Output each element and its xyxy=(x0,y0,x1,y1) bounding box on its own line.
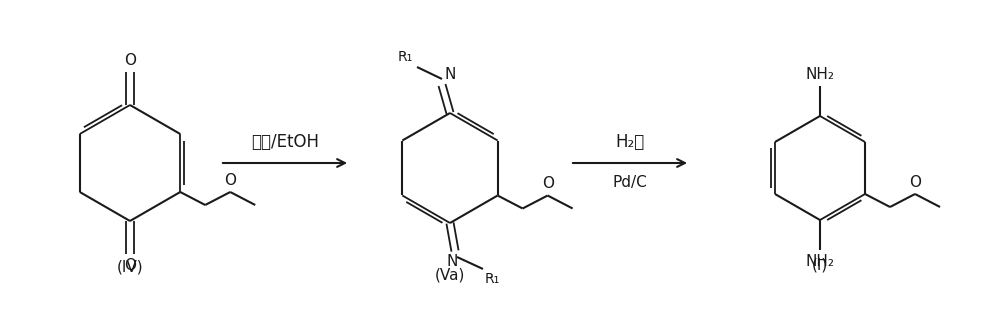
Text: O: O xyxy=(542,176,554,191)
Text: NH₂: NH₂ xyxy=(805,254,834,269)
Text: O: O xyxy=(124,258,136,273)
Text: O: O xyxy=(909,175,921,190)
Text: (Va): (Va) xyxy=(435,268,465,283)
Text: R₁: R₁ xyxy=(398,50,413,64)
Text: (I): (I) xyxy=(812,258,828,273)
Text: 胺源/EtOH: 胺源/EtOH xyxy=(251,133,319,151)
Text: (IV): (IV) xyxy=(117,259,143,274)
Text: N: N xyxy=(445,67,456,82)
Text: NH₂: NH₂ xyxy=(805,67,834,82)
Text: O: O xyxy=(224,173,236,188)
Text: R₁: R₁ xyxy=(485,272,500,286)
Text: Pd/C: Pd/C xyxy=(613,175,647,190)
Text: N: N xyxy=(446,254,458,269)
Text: H₂能: H₂能 xyxy=(615,133,645,151)
Text: O: O xyxy=(124,53,136,68)
